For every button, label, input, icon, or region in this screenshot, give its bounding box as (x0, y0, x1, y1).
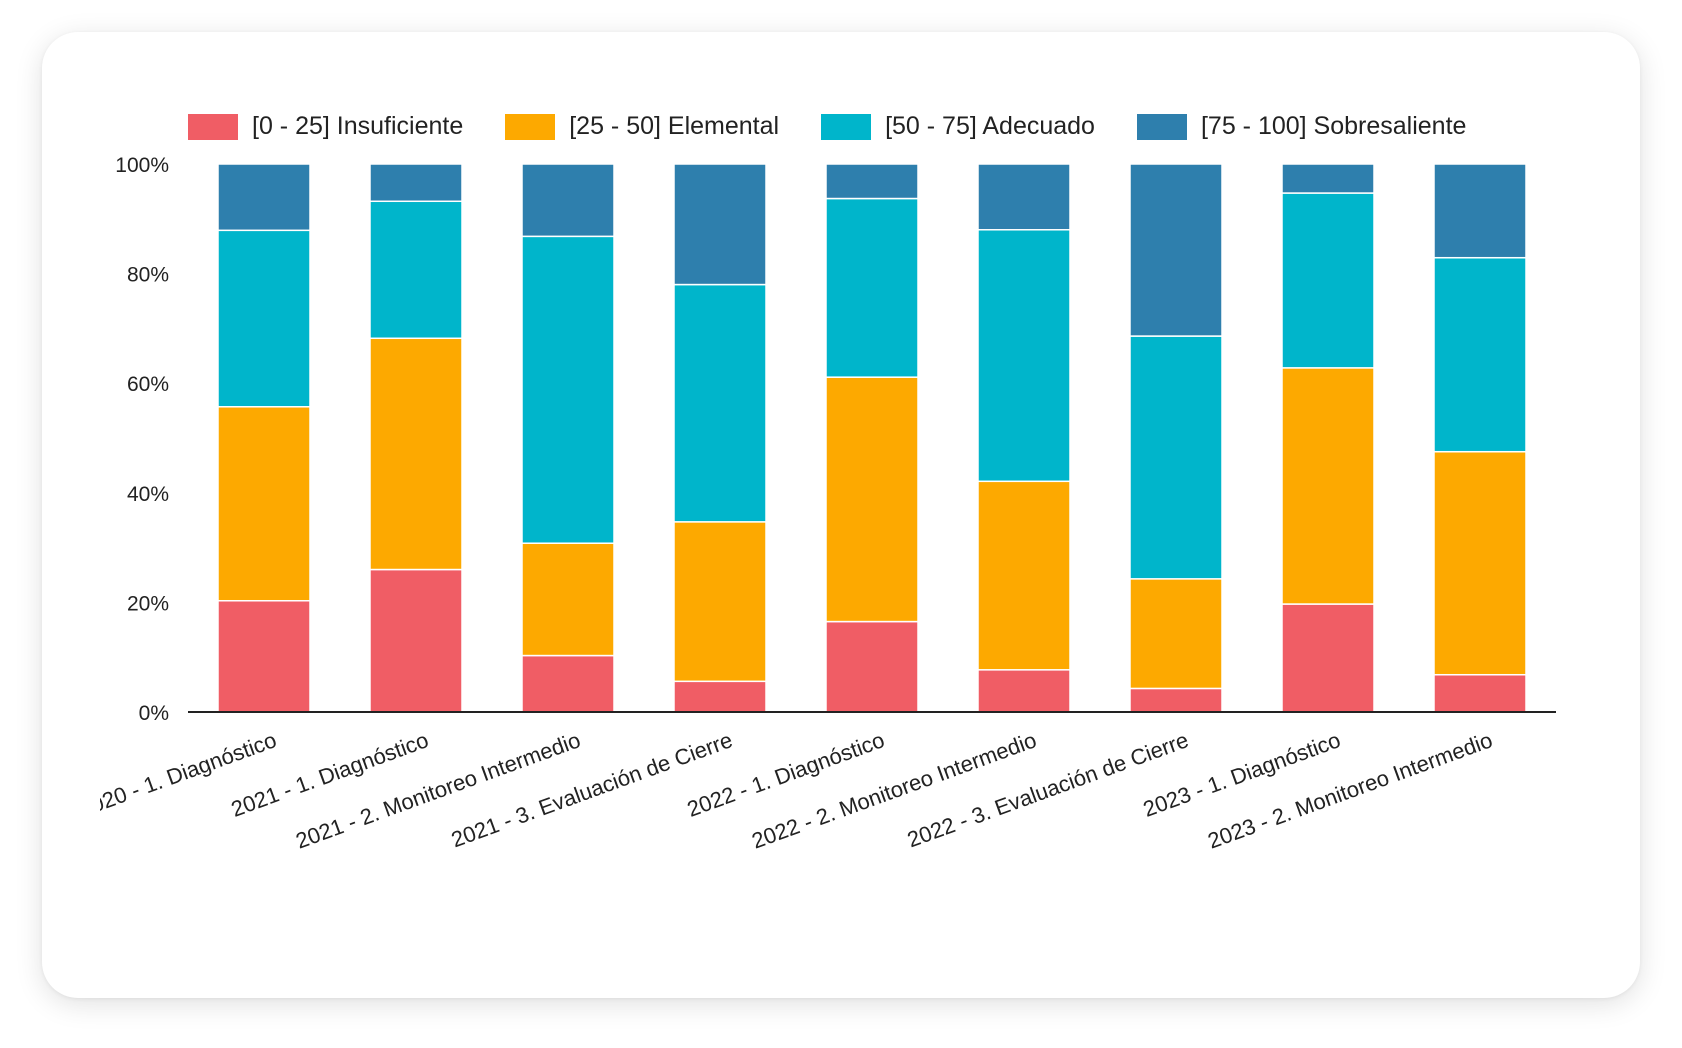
x-tick-label: 2023 - 2. Monitoreo Intermedio (1204, 727, 1495, 853)
y-tick-label: 80% (127, 264, 169, 287)
bar-stack (521, 163, 615, 713)
bar-segment[interactable] (1129, 687, 1223, 713)
legend-swatch-elemental (505, 113, 556, 140)
bar-segment[interactable] (217, 229, 311, 408)
bar-stack (217, 163, 311, 713)
y-axis: 0% 20% 40% 60% 80% 100% (115, 154, 169, 725)
bar-segment[interactable] (977, 669, 1071, 713)
bar-stack (1281, 163, 1375, 713)
bar-stack (1433, 163, 1527, 713)
x-tick-label: 2022 - 3. Evaluación de Cierre (904, 727, 1192, 852)
legend-swatch-adecuado (821, 113, 872, 140)
y-tick-label: 100% (115, 154, 169, 177)
bar-segment[interactable] (1433, 673, 1527, 713)
bar-segment[interactable] (825, 163, 919, 200)
bar-segment[interactable] (521, 542, 615, 657)
bar-segment[interactable] (673, 680, 767, 713)
bar-segment[interactable] (369, 200, 463, 340)
bar-segment[interactable] (369, 337, 463, 571)
bar-segment[interactable] (521, 654, 615, 713)
y-tick-label: 60% (127, 373, 169, 396)
bar-segment[interactable] (1129, 163, 1223, 337)
bar-segment[interactable] (673, 283, 767, 523)
legend-swatch-sobresaliente (1136, 113, 1187, 140)
bar-segment[interactable] (217, 163, 311, 232)
legend: [0 - 25] Insuficiente [25 - 50] Elementa… (188, 112, 1466, 141)
y-tick-label: 20% (127, 592, 169, 615)
bar-segment[interactable] (1433, 163, 1527, 259)
bar-segment[interactable] (977, 480, 1071, 671)
x-tick-label: 2022 - 2. Monitoreo Intermedio (748, 727, 1039, 853)
legend-item-sobresaliente[interactable]: [75 - 100] Sobresaliente (1136, 112, 1467, 141)
legend-item-insuficiente[interactable]: [0 - 25] Insuficiente (188, 112, 463, 141)
bar-segment[interactable] (673, 163, 767, 286)
bar-segment[interactable] (977, 163, 1071, 231)
bar-segment[interactable] (1129, 335, 1223, 580)
x-tick-label: 2021 - 2. Monitoreo Intermedio (292, 727, 583, 853)
bar-segment[interactable] (1281, 192, 1375, 369)
bar-segment[interactable] (521, 235, 615, 544)
bar-segment[interactable] (825, 376, 919, 623)
bar-segment[interactable] (369, 568, 463, 713)
legend-label-sobresaliente: [75 - 100] Sobresaliente (1200, 112, 1467, 140)
bar-stack (369, 163, 463, 713)
bar-segment[interactable] (1433, 256, 1527, 453)
bar-stack (1129, 163, 1223, 713)
y-tick-label: 0% (139, 702, 169, 725)
bar-segment[interactable] (217, 600, 311, 713)
bar-segment[interactable] (1129, 578, 1223, 690)
bars (217, 163, 1527, 713)
bar-segment[interactable] (521, 163, 615, 238)
legend-item-adecuado[interactable]: [50 - 75] Adecuado (821, 112, 1095, 141)
bar-segment[interactable] (1281, 603, 1375, 713)
bar-segment[interactable] (825, 197, 919, 378)
bar-segment[interactable] (369, 163, 463, 203)
legend-item-elemental[interactable]: [25 - 50] Elemental (505, 112, 779, 141)
bar-segment[interactable] (1281, 367, 1375, 605)
legend-label-adecuado: [50 - 75] Adecuado (885, 112, 1095, 140)
bar-segment[interactable] (977, 229, 1071, 483)
bar-stack (825, 163, 919, 713)
legend-label-elemental: [25 - 50] Elemental (569, 112, 780, 140)
bar-segment[interactable] (217, 406, 311, 602)
x-tick-label: 2021 - 3. Evaluación de Cierre (448, 727, 736, 852)
bar-segment[interactable] (673, 521, 767, 683)
bar-stack (673, 163, 767, 713)
bar-segment[interactable] (1433, 450, 1527, 676)
bar-segment[interactable] (825, 620, 919, 713)
legend-label-insuficiente: [0 - 25] Insuficiente (252, 112, 464, 140)
bar-segment[interactable] (1281, 163, 1375, 194)
y-tick-label: 40% (127, 483, 169, 506)
legend-swatch-insuficiente (188, 113, 238, 140)
bar-stack (977, 163, 1071, 713)
